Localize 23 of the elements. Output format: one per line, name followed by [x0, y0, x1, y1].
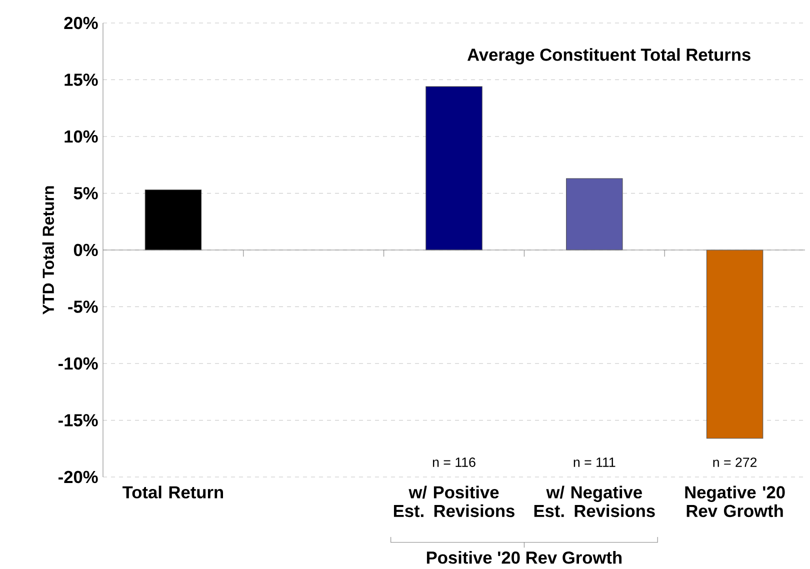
bar: [144, 190, 202, 250]
y-tick-label: -20%: [58, 470, 98, 484]
y-tick-label: 5%: [74, 187, 98, 200]
y-tick-label: 20%: [64, 16, 98, 30]
y-tick-label: 15%: [64, 74, 98, 86]
annotation: Average Constituent Total Returns: [467, 48, 750, 64]
bar: [566, 178, 623, 250]
x-tick-label: Negative '20 Rev Growth: [685, 486, 785, 518]
x-tick-label: w/ Negative Est. Revisions: [534, 486, 655, 518]
y-tick-label: 10%: [64, 130, 98, 143]
y-axis-title: YTD Total Return: [42, 186, 54, 314]
annotation: n = 116: [432, 458, 476, 467]
annotation: n = 272: [713, 458, 757, 467]
y-tick-label: 0%: [74, 244, 98, 256]
y-tick-label: -10%: [58, 357, 98, 370]
bar: [426, 86, 482, 250]
y-tick-label: -15%: [58, 414, 98, 426]
annotation: n = 111: [574, 458, 616, 467]
y-tick-label: -5%: [68, 300, 98, 313]
bar: [706, 250, 764, 439]
text: Positive '20 Rev Growth: [426, 551, 622, 564]
x-tick-label: w/ Positive Est. Revisions: [394, 486, 514, 518]
x-tick-label: Total Return: [122, 486, 223, 498]
